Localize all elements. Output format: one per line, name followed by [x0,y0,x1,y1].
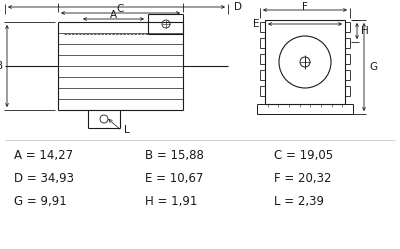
Text: B = 15,88: B = 15,88 [145,148,204,162]
Text: F: F [302,2,308,12]
Text: C: C [117,4,124,14]
Text: G = 9,91: G = 9,91 [14,194,67,207]
Text: B: B [0,61,3,71]
Text: A = 14,27: A = 14,27 [14,148,73,162]
Text: D = 34,93: D = 34,93 [14,172,74,185]
Text: D: D [234,2,242,12]
Text: G: G [369,62,377,72]
Text: E = 10,67: E = 10,67 [145,172,203,185]
Text: A: A [110,10,117,20]
Text: C = 19,05: C = 19,05 [274,148,333,162]
Text: E: E [252,19,259,29]
Text: H: H [361,26,369,36]
Text: L = 2,39: L = 2,39 [274,194,324,207]
Text: L: L [124,125,130,135]
Text: F = 20,32: F = 20,32 [274,172,332,185]
Text: H = 1,91: H = 1,91 [145,194,197,207]
